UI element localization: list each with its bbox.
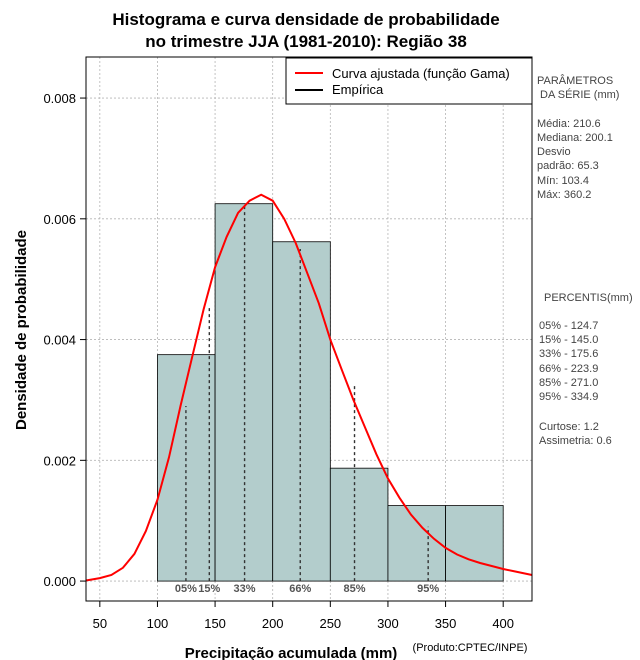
legend: Curva ajustada (função Gama) Empírica [285,57,533,105]
fitted-curve-group [85,193,533,582]
x-tick-label: 300 [377,616,399,631]
histogram-bar [445,505,504,582]
histogram-bar [387,505,446,582]
y-tick-label: 0.004 [43,333,76,348]
percentile-label: 66% [289,583,311,595]
series-parameters-panel: PARÂMETROS DA SÉRIE (mm) Média: 210.6 Me… [537,74,633,447]
y-tick-label: 0.006 [43,212,76,227]
param-min: Mín: 103.4 [537,175,589,187]
percentil-66: 66% - 223.9 [539,363,598,375]
x-axis-label: Precipitação acumulada (mm) [185,645,398,660]
y-axis: 0.000 0.002 0.004 0.006 0.008 [43,91,86,589]
percentile-label: 05% [175,583,197,595]
legend-empirical-label: Empírica [332,82,384,97]
fitted-gamma-curve [85,193,533,582]
percentil-15: 15% - 145.0 [539,334,598,346]
param-sd-value: padrão: 65.3 [537,160,599,172]
y-tick-label: 0.000 [43,574,76,589]
percentile-lines [185,203,429,582]
x-tick-label: 350 [435,616,457,631]
percentile-label: 95% [417,583,439,595]
plot-frame [85,56,533,602]
x-axis: 50 100 150 200 250 300 350 400 [93,601,514,631]
percentile-label: 15% [198,583,220,595]
params-heading-line-1: PARÂMETROS [537,74,613,87]
x-tick-label: 150 [204,616,226,631]
stat-skewness: Assimetria: 0.6 [539,435,612,447]
percentis-heading: PERCENTIS(mm) [544,292,633,304]
histogram-bar [329,467,389,582]
percentil-05: 05% - 124.7 [539,320,598,332]
y-axis-label: Densidade de probabilidade [13,230,30,430]
x-tick-label: 400 [492,616,514,631]
x-tick-label: 50 [93,616,107,631]
y-tick-label: 0.002 [43,453,76,468]
percentile-label: 33% [234,583,256,595]
param-max: Máx: 360.2 [537,189,591,201]
param-median: Mediana: 200.1 [537,132,613,144]
chart-title-line-2: no trimestre JJA (1981-2010): Região 38 [145,32,467,51]
x-tick-label: 100 [147,616,169,631]
param-sd-label: Desvio [537,146,571,158]
legend-curve-label: Curva ajustada (função Gama) [332,66,510,81]
percentil-85: 85% - 271.0 [539,377,598,389]
histogram-bar [272,241,331,582]
y-tick-label: 0.008 [43,91,76,106]
percentile-labels: 05% 15% 33% 66% 85% 95% [175,583,439,595]
percentil-33: 33% - 175.6 [539,348,598,360]
percentil-95: 95% - 334.9 [539,391,598,403]
credit-label: (Produto:CPTEC/INPE) [413,642,528,654]
x-tick-label: 200 [262,616,284,631]
chart-title-line-1: Histograma e curva densidade de probabil… [112,10,499,29]
stat-kurtosis: Curtose: 1.2 [539,421,599,433]
params-heading-line-2: DA SÉRIE (mm) [540,88,619,101]
param-mean: Média: 210.6 [537,118,601,130]
legend-box [285,57,533,105]
x-tick-label: 250 [319,616,341,631]
percentile-label: 85% [344,583,366,595]
